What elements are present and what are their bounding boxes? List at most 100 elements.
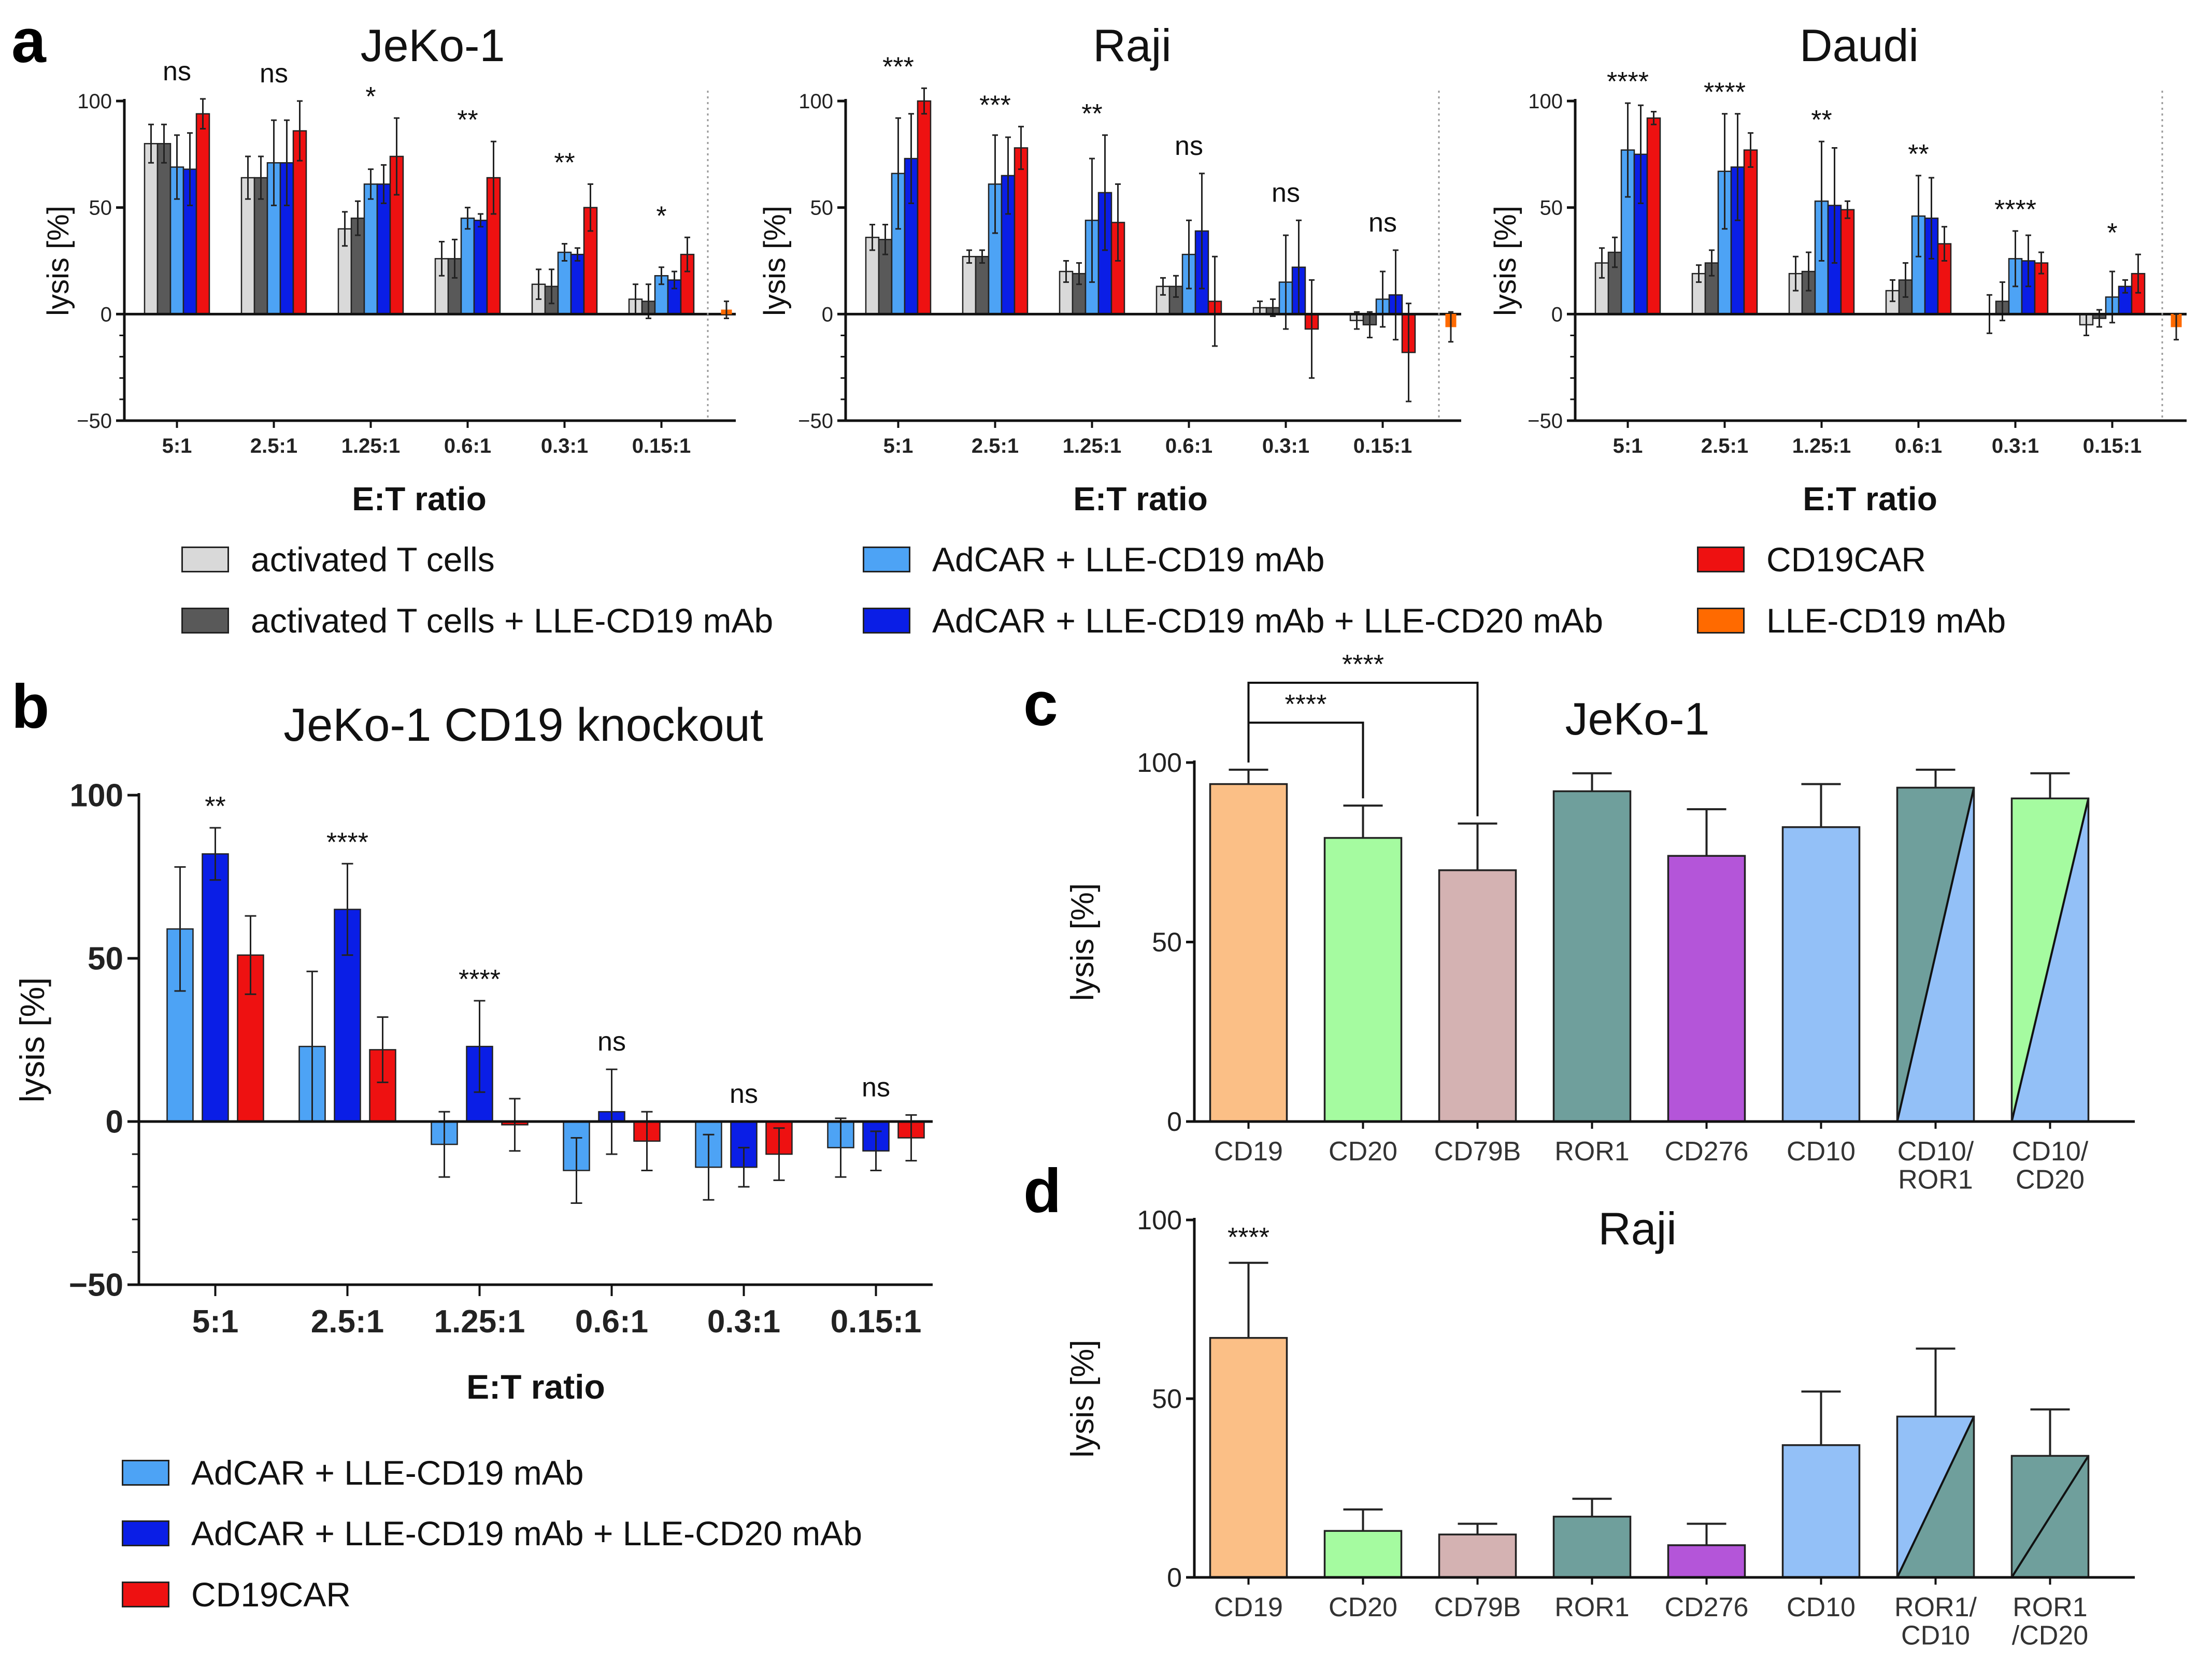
x-tick-label: CD79B	[1434, 1592, 1521, 1622]
y-axis-label: lysis [%]	[758, 206, 792, 316]
legend-swatch	[122, 1582, 169, 1607]
chart-title: Daudi	[1800, 20, 1919, 71]
legend-label: CD19CAR	[191, 1575, 351, 1614]
legend-swatch	[1697, 547, 1745, 572]
x-axis-label: E:T ratio	[1073, 480, 1208, 518]
chart-a-raji: −50 0 50 100 lysis [%] Raji 5:1 *** 2.5:1 *** 1.25…	[758, 20, 1461, 518]
x-tick-label: CD20	[1329, 1137, 1397, 1167]
y-tick-label: 0	[101, 303, 112, 326]
significance-label: **	[1908, 139, 1929, 169]
significance-label: **	[457, 105, 478, 135]
x-tick-label: CD276	[1665, 1592, 1749, 1622]
x-tick-label: ROR1/CD10	[1894, 1592, 1977, 1651]
significance-label: **	[1081, 99, 1102, 129]
x-tick-label: CD10	[1787, 1137, 1856, 1167]
x-tick-label: ROR1/CD20	[2012, 1592, 2088, 1651]
bar	[376, 183, 391, 315]
legend-a-item: LLE-CD19 mAb	[1697, 601, 2006, 640]
chart-title: JeKo-1	[361, 20, 505, 71]
legend-label: AdCAR + LLE-CD19 mAb + LLE-CD20 mAb	[191, 1514, 862, 1553]
significance-label: ****	[459, 965, 501, 995]
bar-diagonal	[1896, 1416, 1975, 1578]
chart-title: Raji	[1093, 20, 1172, 71]
bar	[962, 256, 977, 315]
legend-label: AdCAR + LLE-CD19 mAb	[932, 540, 1325, 579]
legend-swatch	[863, 608, 910, 634]
y-tick-label: 100	[798, 90, 833, 113]
significance-label: ****	[1228, 1223, 1269, 1253]
x-tick-label: 0.6:1	[1165, 435, 1212, 457]
significance-label: ****	[1704, 78, 1746, 108]
y-tick-label: 0	[1551, 303, 1563, 326]
bar	[1323, 1530, 1403, 1578]
x-tick-label: 1.25:1	[434, 1304, 525, 1340]
y-tick-label: 0	[1167, 1107, 1182, 1137]
x-tick-label: 0.3:1	[541, 435, 588, 457]
x-tick-label: 0.3:1	[1262, 435, 1309, 457]
legend-label: activated T cells	[251, 540, 495, 579]
y-tick-label: −50	[77, 410, 112, 433]
bar	[473, 220, 488, 315]
bar	[1667, 855, 1746, 1123]
y-tick-label: 0	[822, 303, 833, 326]
y-tick-label: 50	[88, 941, 123, 977]
bar	[156, 143, 172, 315]
x-tick-label: 2.5:1	[972, 435, 1019, 457]
y-tick-label: 100	[1137, 748, 1182, 778]
chart-d-raji-targets: 0 50 100 lysis [%] Raji CD19 **** CD20 CD79B ROR1…	[1065, 1203, 2135, 1651]
legend-a-item: activated T cells + LLE-CD19 mAb	[181, 601, 773, 640]
y-tick-label: 100	[70, 778, 123, 814]
bar	[1743, 149, 1758, 315]
y-axis-label: lysis [%]	[1489, 206, 1522, 316]
x-tick-label: CD20	[1329, 1592, 1397, 1622]
chart-a-jeko1: −50 0 50 100 lysis [%] JeKo-1 5:1 ns 2.5:1 ns 1.25…	[41, 20, 736, 518]
x-tick-label: 0.6:1	[575, 1304, 648, 1340]
x-tick-label: 5:1	[883, 435, 914, 457]
bar-diagonal	[2010, 1455, 2090, 1578]
y-tick-label: 50	[1152, 1384, 1182, 1414]
bar	[975, 256, 990, 315]
x-tick-label: 0.15:1	[1353, 435, 1412, 457]
y-tick-label: −50	[69, 1268, 123, 1303]
y-axis-label: lysis [%]	[1065, 883, 1101, 1001]
x-tick-label: 5:1	[162, 435, 192, 457]
y-tick-label: 100	[77, 90, 112, 113]
significance-label: ****	[1285, 689, 1327, 720]
bar	[1014, 147, 1029, 315]
bar	[1552, 1515, 1632, 1578]
chart-c-jeko1-targets: 0 50 100 lysis [%] JeKo-1 CD19 CD20 CD79B ROR1 CD…	[1065, 650, 2135, 1195]
significance-label: **	[205, 792, 225, 822]
bar	[144, 143, 159, 315]
x-tick-label: 0.15:1	[831, 1304, 922, 1340]
significance-label: ***	[979, 90, 1011, 120]
bar	[1323, 837, 1403, 1123]
x-tick-label: 2.5:1	[311, 1304, 384, 1340]
bar	[363, 183, 378, 315]
significance-label: ns	[1272, 178, 1300, 208]
x-tick-label: 2.5:1	[1701, 435, 1748, 457]
significance-label: ns	[1175, 131, 1203, 161]
significance-label: ****	[1994, 195, 2036, 225]
x-tick-label: CD10/CD20	[2012, 1137, 2089, 1195]
chart-b-jeko1-cd19-knockout: −50 0 50 100 lysis [%] JeKo-1 CD19 knockout 5:…	[13, 699, 933, 1406]
bar-diagonal	[2010, 798, 2090, 1122]
y-tick-label: −50	[1528, 410, 1563, 433]
x-tick-label: ROR1	[1554, 1592, 1629, 1622]
x-tick-label: 5:1	[192, 1304, 239, 1340]
legend-a-item: AdCAR + LLE-CD19 mAb + LLE-CD20 mAb	[863, 601, 1603, 640]
y-tick-label: 100	[1528, 90, 1563, 113]
legend-b-item: AdCAR + LLE-CD19 mAb + LLE-CD20 mAb	[122, 1514, 862, 1553]
legend-label: AdCAR + LLE-CD19 mAb + LLE-CD20 mAb	[932, 601, 1603, 640]
y-tick-label: −50	[798, 410, 833, 433]
bar	[1209, 1337, 1288, 1578]
y-axis-label: lysis [%]	[13, 977, 51, 1102]
significance-label: ns	[260, 59, 288, 89]
significance-label: ****	[1342, 650, 1384, 680]
x-tick-label: 1.25:1	[1792, 435, 1851, 457]
significance-label: *	[656, 201, 666, 231]
chart-title: Raji	[1598, 1203, 1677, 1254]
x-tick-label: 0.3:1	[707, 1304, 780, 1340]
x-axis-label: E:T ratio	[352, 480, 487, 518]
bar	[1209, 783, 1288, 1123]
